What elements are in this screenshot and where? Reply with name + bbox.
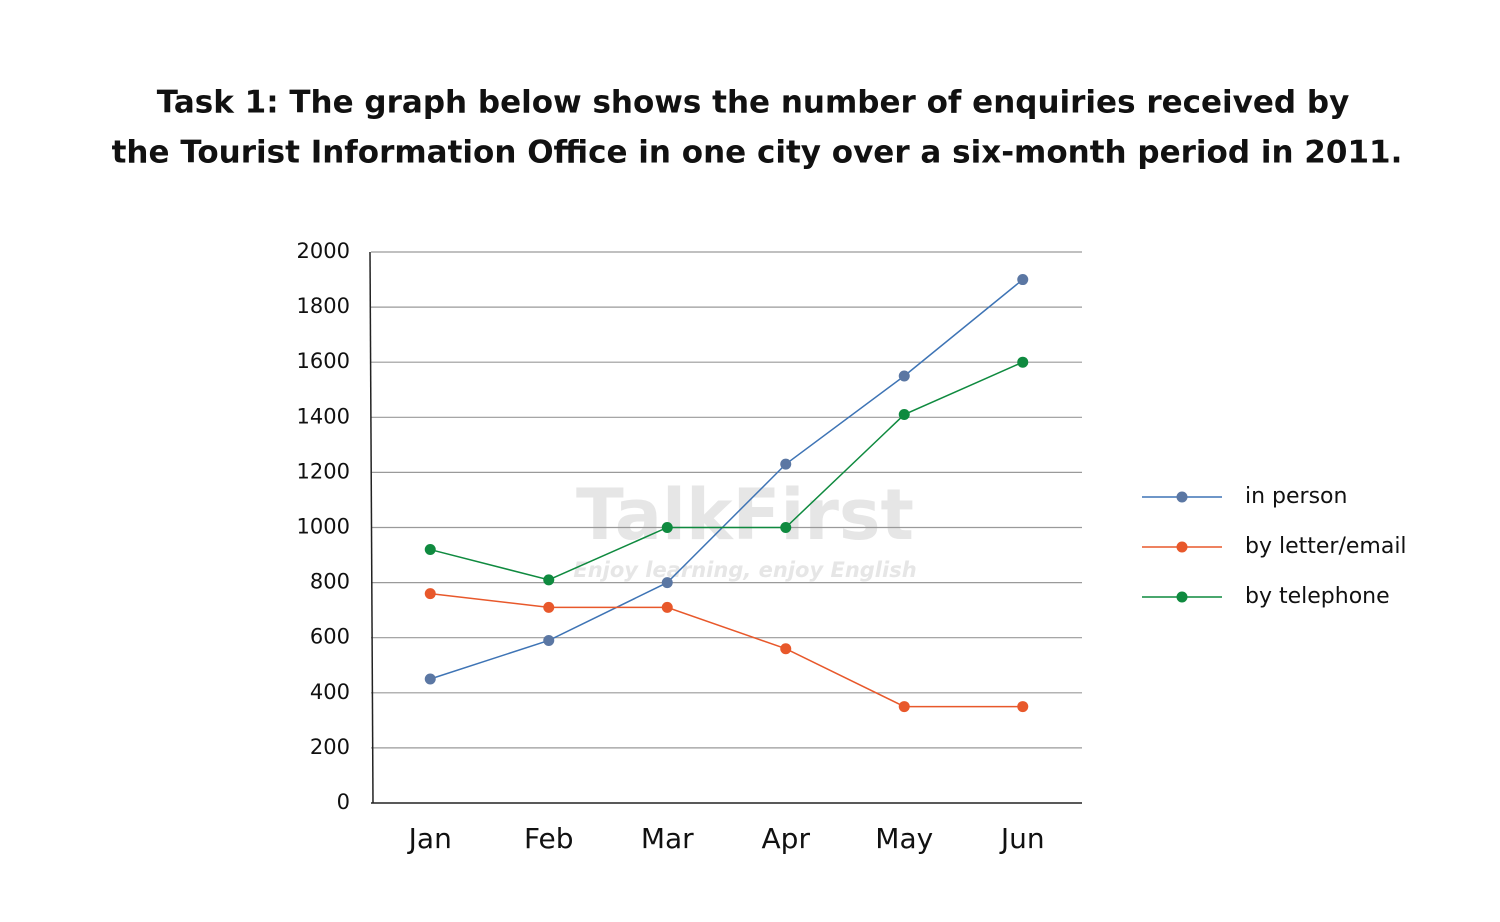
legend-marker xyxy=(1176,591,1188,603)
y-tick-label: 800 xyxy=(310,570,350,594)
point xyxy=(424,588,436,600)
series-line xyxy=(430,278,1024,680)
point xyxy=(1017,274,1029,286)
y-tick-label: 200 xyxy=(310,735,350,759)
y-tick-label: 0 xyxy=(337,790,350,814)
point xyxy=(898,409,910,421)
point xyxy=(424,544,436,556)
point xyxy=(898,370,910,382)
legend-label: by letter/email xyxy=(1245,534,1407,559)
watermark: Enjoy learning, enjoy English xyxy=(573,558,916,582)
x-tick-label: Feb xyxy=(524,822,574,855)
chart-title: the Tourist Information Office in one ci… xyxy=(112,135,1403,171)
legend-marker xyxy=(1176,491,1188,503)
point xyxy=(1017,701,1029,713)
point xyxy=(543,601,555,613)
y-tick-label: 600 xyxy=(310,625,350,649)
point xyxy=(898,701,910,713)
y-tick-label: 1800 xyxy=(297,294,350,318)
point xyxy=(780,458,792,470)
point xyxy=(661,601,673,613)
x-tick-label: Apr xyxy=(762,822,811,855)
x-tick-label: Mar xyxy=(641,822,694,855)
point xyxy=(661,577,673,589)
y-tick-label: 400 xyxy=(310,680,350,704)
point xyxy=(424,673,436,685)
point xyxy=(661,522,673,533)
chart-title: Task 1: The graph below shows the number… xyxy=(157,85,1350,121)
y-tick-label: 1400 xyxy=(297,404,350,428)
legend-label: by telephone xyxy=(1245,584,1390,609)
point xyxy=(780,522,792,533)
point xyxy=(780,643,792,655)
y-axis xyxy=(369,251,374,804)
y-tick-label: 1600 xyxy=(297,349,350,373)
point xyxy=(543,574,555,586)
x-tick-label: Jun xyxy=(999,822,1045,855)
series-line xyxy=(430,592,1023,708)
y-tick-label: 1200 xyxy=(297,459,350,483)
legend-label: in person xyxy=(1245,484,1347,509)
x-tick-label: May xyxy=(875,822,933,855)
y-tick-label: 2000 xyxy=(297,239,350,263)
point xyxy=(543,634,555,646)
y-tick-label: 1000 xyxy=(297,515,350,539)
x-tick-label: Jan xyxy=(407,822,452,855)
legend-marker xyxy=(1176,541,1188,553)
point xyxy=(1017,356,1029,368)
watermark: TalkFirst xyxy=(576,474,914,556)
series-line xyxy=(430,361,1024,581)
